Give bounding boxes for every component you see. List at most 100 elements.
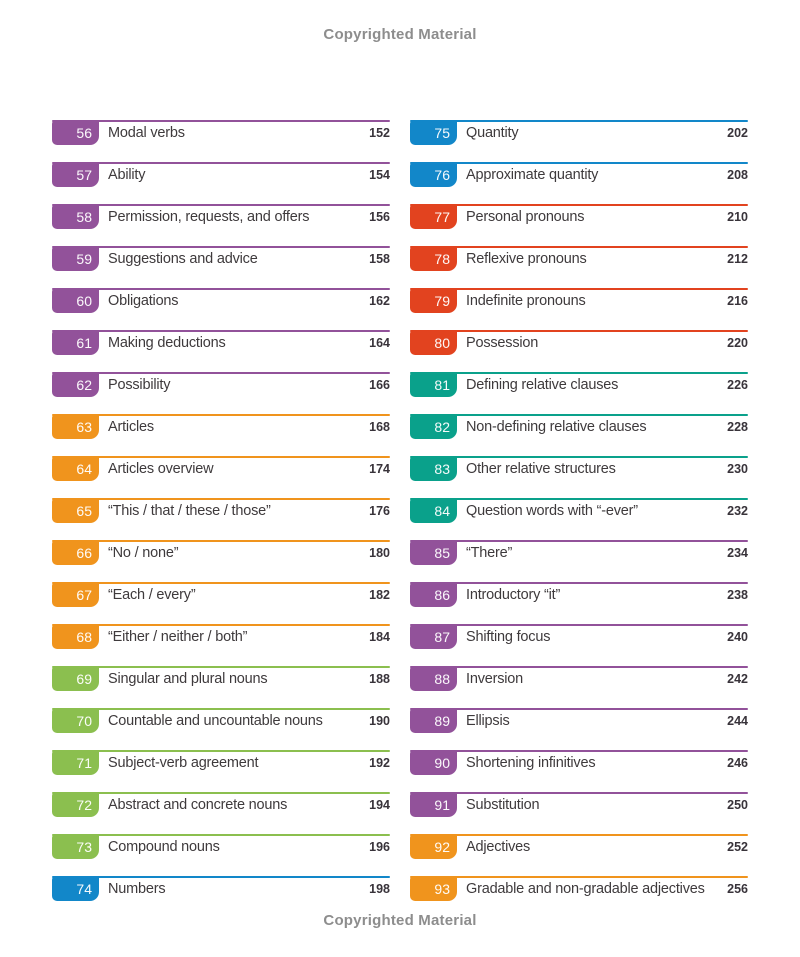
- entry-title: Countable and uncountable nouns: [108, 713, 323, 729]
- entry-number: 87: [434, 628, 450, 645]
- toc-entry: 91 Substitution 250: [410, 792, 748, 817]
- toc-entry: 56 Modal verbs 152: [52, 120, 390, 145]
- entry-rule: [52, 456, 390, 458]
- entry-number: 92: [434, 838, 450, 855]
- entry-number-badge: 87: [410, 624, 457, 649]
- entry-number-badge: 88: [410, 666, 457, 691]
- entry-title: Reflexive pronouns: [466, 251, 587, 267]
- toc-entry: 92 Adjectives 252: [410, 834, 748, 859]
- entry-rule: [52, 246, 390, 248]
- entry-rule: [52, 876, 390, 878]
- entry-title: Compound nouns: [108, 839, 220, 855]
- toc-entry: 80 Possession 220: [410, 330, 748, 355]
- toc-entry: 85 “There” 234: [410, 540, 748, 565]
- entry-rule: [52, 288, 390, 290]
- toc-entry: 74 Numbers 198: [52, 876, 390, 901]
- entry-number-badge: 76: [410, 162, 457, 187]
- entry-page-number: 240: [727, 630, 748, 644]
- entry-page-number: 244: [727, 714, 748, 728]
- entry-number-badge: 80: [410, 330, 457, 355]
- entry-number: 80: [434, 334, 450, 351]
- entry-number: 76: [434, 166, 450, 183]
- entry-rule: [52, 666, 390, 668]
- entry-number-badge: 66: [52, 540, 99, 565]
- entry-title: Gradable and non-gradable adjectives: [466, 881, 705, 897]
- entry-rule: [410, 330, 748, 332]
- entry-number: 89: [434, 712, 450, 729]
- entry-title: Indefinite pronouns: [466, 293, 586, 309]
- entry-title: Quantity: [466, 125, 519, 141]
- entry-number-badge: 85: [410, 540, 457, 565]
- entry-title: Possibility: [108, 377, 171, 393]
- entry-title: Substitution: [466, 797, 540, 813]
- entry-rule: [410, 498, 748, 500]
- toc-entry: 88 Inversion 242: [410, 666, 748, 691]
- entry-number-badge: 57: [52, 162, 99, 187]
- entry-rule: [410, 708, 748, 710]
- entry-page-number: 242: [727, 672, 748, 686]
- entry-number-badge: 65: [52, 498, 99, 523]
- toc-entry: 62 Possibility 166: [52, 372, 390, 397]
- entry-number-badge: 92: [410, 834, 457, 859]
- entry-number: 79: [434, 292, 450, 309]
- entry-title: Making deductions: [108, 335, 226, 351]
- entry-title: Subject-verb agreement: [108, 755, 259, 771]
- toc-entry: 72 Abstract and concrete nouns 194: [52, 792, 390, 817]
- entry-number: 75: [434, 124, 450, 141]
- entry-number-badge: 61: [52, 330, 99, 355]
- entry-title: Defining relative clauses: [466, 377, 619, 393]
- entry-number: 93: [434, 880, 450, 897]
- entry-rule: [410, 540, 748, 542]
- entry-title: Introductory “it”: [466, 587, 561, 603]
- entry-page-number: 180: [369, 546, 390, 560]
- entry-title: Ellipsis: [466, 713, 510, 729]
- entry-rule: [410, 666, 748, 668]
- entry-page-number: 196: [369, 840, 390, 854]
- entry-page-number: 162: [369, 294, 390, 308]
- entry-title: Singular and plural nouns: [108, 671, 268, 687]
- entry-page-number: 166: [369, 378, 390, 392]
- entry-number: 59: [76, 250, 92, 267]
- entry-title: “No / none”: [108, 545, 179, 561]
- entry-page-number: 198: [369, 882, 390, 896]
- toc-entry: 70 Countable and uncountable nouns 190: [52, 708, 390, 733]
- entry-page-number: 246: [727, 756, 748, 770]
- table-of-contents: 56 Modal verbs 152 57 Ability 154 58 Per…: [52, 120, 748, 918]
- entry-number-badge: 81: [410, 372, 457, 397]
- toc-entry: 67 “Each / every” 182: [52, 582, 390, 607]
- entry-number: 65: [76, 502, 92, 519]
- entry-number: 61: [76, 334, 92, 351]
- entry-rule: [52, 498, 390, 500]
- entry-page-number: 250: [727, 798, 748, 812]
- entry-number-badge: 68: [52, 624, 99, 649]
- entry-number: 57: [76, 166, 92, 183]
- entry-number-badge: 79: [410, 288, 457, 313]
- entry-title: Suggestions and advice: [108, 251, 258, 267]
- entry-number-badge: 69: [52, 666, 99, 691]
- toc-entry: 71 Subject-verb agreement 192: [52, 750, 390, 775]
- toc-entry: 64 Articles overview 174: [52, 456, 390, 481]
- entry-rule: [410, 624, 748, 626]
- entry-rule: [52, 204, 390, 206]
- entry-number: 88: [434, 670, 450, 687]
- entry-rule: [52, 120, 390, 122]
- entry-page-number: 230: [727, 462, 748, 476]
- entry-number-badge: 67: [52, 582, 99, 607]
- entry-title: Shortening infinitives: [466, 755, 596, 771]
- entry-number-badge: 64: [52, 456, 99, 481]
- entry-rule: [52, 372, 390, 374]
- entry-page-number: 156: [369, 210, 390, 224]
- entry-rule: [410, 372, 748, 374]
- toc-entry: 69 Singular and plural nouns 188: [52, 666, 390, 691]
- entry-number: 63: [76, 418, 92, 435]
- entry-rule: [410, 204, 748, 206]
- entry-number: 67: [76, 586, 92, 603]
- entry-number-badge: 63: [52, 414, 99, 439]
- entry-title: Inversion: [466, 671, 524, 687]
- entry-rule: [410, 456, 748, 458]
- entry-title: Numbers: [108, 881, 166, 897]
- entry-number: 91: [434, 796, 450, 813]
- entry-rule: [52, 162, 390, 164]
- entry-title: Articles: [108, 419, 154, 435]
